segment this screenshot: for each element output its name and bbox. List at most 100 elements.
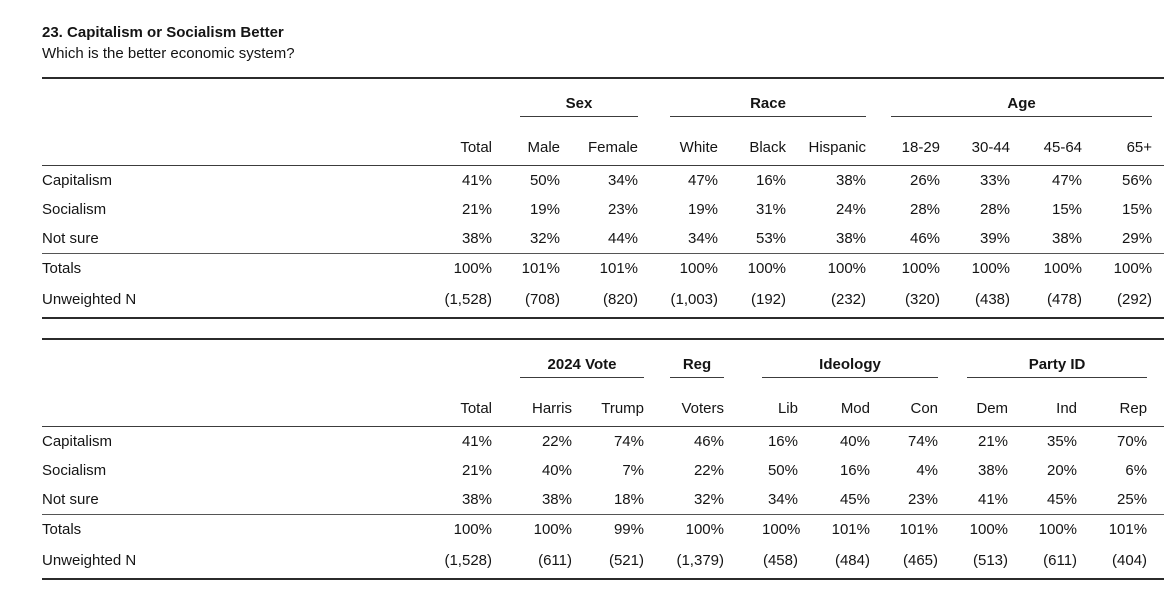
- cell-value: 50%: [767, 462, 798, 479]
- column-gap: [724, 377, 762, 427]
- total-spacer: [382, 78, 492, 117]
- end-spacer: [1152, 282, 1164, 318]
- cell-value: 101%: [798, 514, 870, 543]
- cell-value: (458): [762, 552, 798, 569]
- row-label: Unweighted N: [42, 552, 137, 569]
- cell-value: 24%: [835, 201, 867, 218]
- cell-value: 34%: [687, 230, 719, 247]
- crosstab-page: 23. Capitalism or Socialism Better Which…: [42, 24, 1165, 580]
- cell-value: (708): [524, 291, 560, 308]
- cell-value: 38%: [461, 230, 492, 247]
- group-header-ideology: Ideology: [762, 339, 939, 378]
- table-row: Unweighted N (1,528) (611) (521) (1,379) (458…: [42, 543, 1164, 579]
- column-header: 65+: [1082, 116, 1153, 166]
- end-spacer: [1152, 195, 1164, 224]
- end-spacer: [1152, 166, 1164, 196]
- cell-value: 100%: [1082, 253, 1153, 282]
- column-gap: [724, 543, 762, 579]
- column-gap: [644, 456, 670, 485]
- column-gap: [866, 78, 891, 117]
- group-header-party-id: Party ID: [967, 339, 1148, 378]
- cell-value: (192): [750, 291, 787, 308]
- cell-value: (1,003): [670, 291, 719, 308]
- column-header: Mod: [798, 377, 870, 427]
- column-gap: [492, 339, 520, 378]
- cell-value: 100%: [786, 253, 867, 282]
- table-row: Totals 100% 101% 101% 100% 100% 100% 100% 100% 10…: [42, 253, 1165, 282]
- cell-value: 33%: [979, 172, 1011, 189]
- column-gap: [492, 456, 520, 485]
- cell-value: 100%: [967, 514, 1009, 543]
- cell-value: 100%: [891, 253, 941, 282]
- column-gap: [492, 253, 520, 282]
- cell-value: 99%: [572, 514, 644, 543]
- cell-value: 35%: [1047, 433, 1078, 450]
- cell-value: (1,528): [444, 552, 492, 569]
- cell-value: 74%: [908, 433, 939, 450]
- column-gap: [638, 116, 671, 166]
- column-gap: [644, 543, 670, 579]
- column-gap: [492, 195, 520, 224]
- cell-value: (438): [974, 291, 1011, 308]
- column-header: White: [670, 116, 719, 166]
- cell-value: 19%: [687, 201, 719, 218]
- group-header-age: Age: [891, 78, 1153, 117]
- cell-value: 45%: [839, 491, 870, 508]
- column-gap: [938, 514, 968, 543]
- column-header: 30-44: [940, 116, 1011, 166]
- table-row: Socialism 21% 19% 23% 19% 31% 24% 28% 28% 15% 15%: [42, 195, 1164, 224]
- column-header: Hispanic: [786, 116, 867, 166]
- cell-value: 100%: [718, 253, 787, 282]
- cell-value: (611): [1043, 552, 1078, 569]
- column-header: Con: [870, 377, 939, 427]
- column-gap: [492, 427, 520, 457]
- end-spacer: [1147, 456, 1164, 485]
- column-gap: [644, 377, 670, 427]
- end-spacer: [1147, 339, 1164, 378]
- row-label: Capitalism: [42, 433, 113, 450]
- row-label: Socialism: [42, 462, 107, 479]
- column-gap: [492, 224, 520, 254]
- cell-value: 100%: [1010, 253, 1083, 282]
- label-spacer: [42, 339, 382, 378]
- cell-value: 15%: [1122, 201, 1153, 218]
- cell-value: 28%: [909, 201, 941, 218]
- question-text: Which is the better economic system?: [42, 45, 295, 62]
- cell-value: 20%: [1047, 462, 1078, 479]
- column-header: Trump: [572, 377, 644, 427]
- cell-value: 21%: [978, 433, 1009, 450]
- column-gap: [492, 514, 520, 543]
- column-gap: [866, 253, 892, 282]
- cell-value: (820): [602, 291, 639, 308]
- cell-value: (611): [538, 552, 572, 569]
- cell-value: 16%: [767, 433, 798, 450]
- cell-value: 46%: [909, 230, 941, 247]
- group-header-row: Sex Race Age: [42, 78, 1164, 117]
- cell-value: 18%: [613, 491, 644, 508]
- cell-value: 32%: [693, 491, 724, 508]
- column-gap: [492, 377, 520, 427]
- cell-value: 31%: [755, 201, 787, 218]
- cell-value: 34%: [767, 491, 798, 508]
- end-spacer: [1147, 543, 1164, 579]
- cell-value: 6%: [1125, 462, 1148, 479]
- row-label: Totals: [42, 253, 382, 282]
- cell-value: 41%: [461, 172, 492, 189]
- cell-value: 100%: [670, 514, 724, 543]
- row-label: Not sure: [42, 230, 99, 247]
- column-gap: [724, 485, 762, 515]
- cell-value: 101%: [520, 253, 560, 282]
- end-spacer: [1147, 485, 1164, 515]
- column-gap: [724, 514, 762, 543]
- column-gap: [938, 339, 967, 378]
- cell-value: 38%: [835, 230, 867, 247]
- cell-value: 70%: [1117, 433, 1148, 450]
- cell-value: 23%: [607, 201, 639, 218]
- column-header: Lib: [762, 377, 798, 427]
- cell-value: 38%: [978, 462, 1009, 479]
- column-gap: [644, 485, 670, 515]
- row-label: Not sure: [42, 491, 99, 508]
- column-gap: [638, 195, 670, 224]
- column-gap: [638, 224, 670, 254]
- cell-value: 100%: [520, 514, 572, 543]
